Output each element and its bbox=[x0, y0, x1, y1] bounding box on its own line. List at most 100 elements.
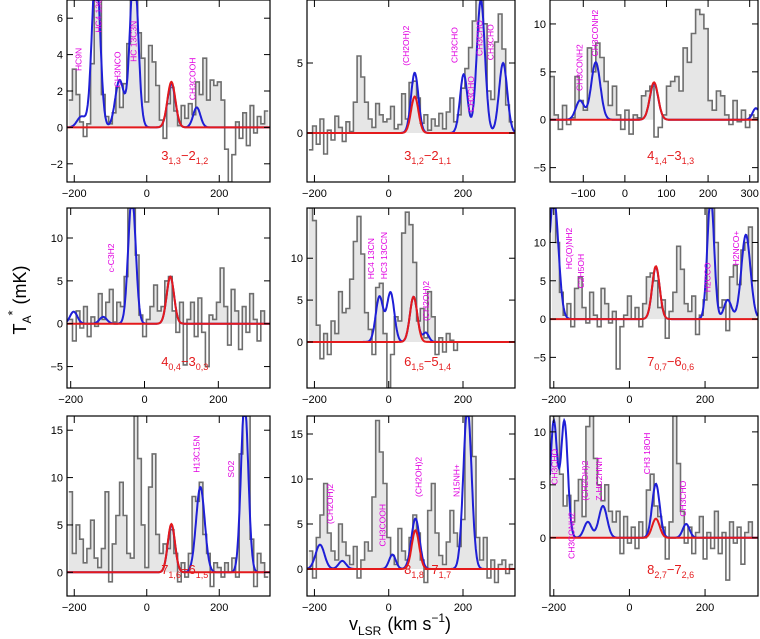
molecule-label: CH3 18OH bbox=[642, 433, 652, 475]
molecule-label: HC9N bbox=[74, 48, 84, 71]
transition-label: 81,8−71,7 bbox=[404, 562, 451, 580]
panel-4: −200 0 200 −5 0 5 10 c-C3H2 40,4−30,3 bbox=[50, 207, 271, 406]
y-axis-label: TA*(mK) bbox=[5, 265, 34, 334]
species-model-line bbox=[67, 275, 270, 325]
transition-label: 40,4−30,3 bbox=[161, 354, 208, 372]
x-tick-label: 200 bbox=[699, 188, 717, 200]
x-tick-label: 200 bbox=[454, 394, 472, 406]
x-tick-label: 0 bbox=[144, 188, 150, 200]
y-tick-label: −2 bbox=[50, 159, 63, 171]
y-tick-label: 5 bbox=[297, 519, 303, 531]
species-model-line bbox=[307, 529, 515, 570]
panel-5: −200 0 200 0 5 10 HC4 13CN HC3 13CCN (CH2OH)2 61,… bbox=[291, 207, 516, 406]
y-tick-label: 10 bbox=[291, 474, 303, 486]
y-tick-label: 0 bbox=[297, 337, 303, 349]
observed-fill bbox=[551, 208, 757, 320]
x-tick-label: −200 bbox=[302, 188, 327, 200]
molecule-label: (CH2OH)2 bbox=[421, 281, 431, 321]
transition-label: 61,5−51,4 bbox=[404, 354, 451, 372]
molecule-label: CH3COOH bbox=[378, 504, 388, 547]
panel-frame bbox=[549, 207, 759, 389]
y-tick-label: 5 bbox=[297, 58, 303, 70]
y-tick-label: 2 bbox=[57, 86, 63, 98]
molecule-label: H2CCO bbox=[703, 262, 713, 292]
y-tick-label: 0 bbox=[57, 567, 63, 579]
molecule-label: CH3NCO bbox=[113, 51, 123, 87]
species-model-line bbox=[67, 522, 270, 574]
molecule-label: Z-HC2HNH bbox=[594, 457, 604, 500]
y-tick-label: 0 bbox=[540, 115, 546, 127]
molecule-label: (CH2OH)2 bbox=[325, 484, 335, 524]
molecule-label: HC3 13CCN bbox=[379, 232, 389, 279]
observed-spectrum bbox=[308, 416, 514, 584]
y-tick-label: 0 bbox=[540, 314, 546, 326]
transition-label: 41,4−31,3 bbox=[647, 148, 694, 166]
x-tick-label: −200 bbox=[302, 602, 327, 614]
y-tick-label: 4 bbox=[57, 50, 63, 62]
molecule-label: HC4 13CN bbox=[93, 0, 103, 33]
observed-spectrum bbox=[551, 416, 757, 581]
molecule-label: H2NCO+ bbox=[731, 231, 741, 266]
molecule-label: (CH2OH)2 bbox=[413, 457, 423, 497]
x-tick-label: 200 bbox=[696, 394, 714, 406]
species-model-line bbox=[307, 295, 515, 343]
total-model-line bbox=[307, 416, 515, 570]
transition-label: 70,7−60,6 bbox=[647, 354, 694, 372]
transition-label: 31,3−21,2 bbox=[161, 148, 208, 166]
panel-frame bbox=[66, 415, 271, 597]
x-tick-label: 200 bbox=[210, 188, 228, 200]
x-tick-label: −200 bbox=[58, 394, 83, 406]
molecule-label: C2H5OH bbox=[576, 254, 586, 288]
observed-spectrum bbox=[68, 0, 269, 182]
observed-fill bbox=[308, 208, 454, 342]
y-tick-label: 0 bbox=[540, 533, 546, 545]
molecule-label: H13C15N bbox=[191, 435, 201, 472]
molecule-label: HC 13C3N bbox=[129, 21, 139, 62]
y-tick-label: 10 bbox=[534, 427, 546, 439]
molecule-label: (CH2OH)2 bbox=[580, 460, 590, 500]
panel-9: −200 0 200 0 5 10 CH3CHO CH3CONH2 (CH2OH)2 Z-HC2H… bbox=[534, 415, 759, 614]
molecule-label: CH3CHO bbox=[474, 20, 484, 56]
molecule-label: (CH2OH)2 bbox=[401, 25, 411, 65]
y-tick-label: 5 bbox=[297, 295, 303, 307]
y-tick-label: −5 bbox=[50, 362, 63, 374]
x-tick-label: 200 bbox=[210, 602, 228, 614]
y-tick-label: 0 bbox=[57, 319, 63, 331]
panel-frame bbox=[549, 0, 759, 183]
molecule-label: HC4 13CN bbox=[366, 238, 376, 279]
x-tick-label: −200 bbox=[62, 602, 87, 614]
y-tick-label: 0 bbox=[297, 128, 303, 140]
y-tick-label: 10 bbox=[534, 19, 546, 31]
y-tick-label: 10 bbox=[51, 233, 63, 245]
panel-1: −200 0 200 −2 0 2 4 6 HC9N HC4 13CN CH3NCO HC 13C3N… bbox=[50, 0, 271, 200]
molecule-label: c-C3H2 bbox=[106, 243, 116, 272]
molecule-label: SO2 bbox=[226, 460, 236, 477]
x-tick-label: 0 bbox=[626, 602, 632, 614]
panel-7: −200 0 200 0 5 10 15 H13C15N SO2 71,6−61,5 bbox=[51, 415, 271, 614]
x-tick-label: 0 bbox=[144, 602, 150, 614]
molecule-label: CH3CONH2 bbox=[590, 9, 600, 56]
x-tick-label: 200 bbox=[696, 602, 714, 614]
x-tick-label: −100 bbox=[571, 188, 596, 200]
x-tick-label: −200 bbox=[541, 602, 566, 614]
molecule-label: CH3CHO bbox=[449, 27, 459, 63]
species-model-line bbox=[550, 81, 758, 121]
y-tick-label: 5 bbox=[57, 520, 63, 532]
x-tick-label: 0 bbox=[141, 394, 147, 406]
y-tick-label: 5 bbox=[540, 480, 546, 492]
species-model-line bbox=[307, 95, 515, 134]
species-model-line bbox=[550, 517, 758, 539]
observed-fill bbox=[68, 416, 265, 573]
species-model-line bbox=[67, 80, 270, 129]
observed-fill bbox=[308, 416, 514, 569]
x-tick-label: 300 bbox=[741, 188, 759, 200]
x-tick-label: −200 bbox=[62, 188, 87, 200]
x-tick-label: −200 bbox=[302, 394, 327, 406]
transition-label: 31,2−21,1 bbox=[404, 148, 451, 166]
y-tick-label: 0 bbox=[297, 564, 303, 576]
observed-spectrum bbox=[550, 8, 758, 138]
panel-frame bbox=[66, 207, 271, 389]
molecule-label: CH3CHO bbox=[550, 449, 560, 485]
transition-label: 71,6−61,5 bbox=[161, 562, 208, 580]
